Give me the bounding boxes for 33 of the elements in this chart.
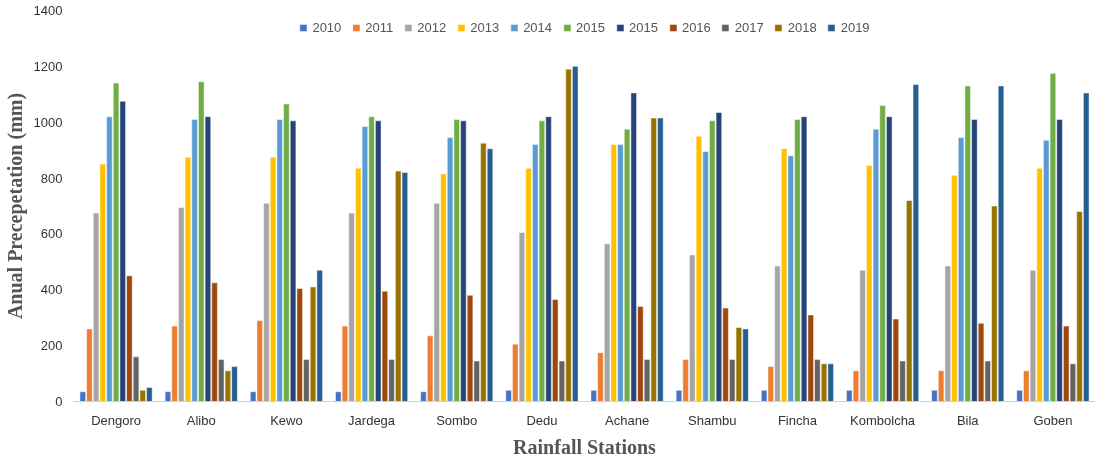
y-axis-title: Anual Precepetation (mm) <box>3 92 27 320</box>
x-tick-label: Kewo <box>270 412 303 428</box>
y-tick-label: 1000 <box>33 114 63 130</box>
x-tick-label: Dedu <box>526 412 558 428</box>
x-tick-label: Alibo <box>186 412 216 428</box>
y-tick-label: 400 <box>40 282 63 298</box>
y-tick-label: 200 <box>40 338 63 354</box>
legend-label: 2010 <box>312 20 342 35</box>
legend-label: 2014 <box>523 20 553 35</box>
legend-label: 2013 <box>470 20 500 35</box>
y-tick-label: 0 <box>55 394 63 409</box>
x-tick-label: Fincha <box>777 412 818 428</box>
x-tick-label: Jardega <box>348 412 396 428</box>
x-tick-label: Sombo <box>436 412 478 428</box>
y-tick-label: 1200 <box>33 58 63 74</box>
y-tick-label: 800 <box>40 170 63 186</box>
x-axis-title: Rainfall Stations <box>513 435 657 458</box>
legend-label: 2019 <box>840 20 870 35</box>
x-tick-label: Achane <box>605 412 650 428</box>
legend-label: 2018 <box>787 20 817 35</box>
x-tick-label: Shambu <box>688 412 737 428</box>
y-tick-label: 1400 <box>33 3 63 18</box>
x-tick-label: Bila <box>956 412 980 428</box>
x-tick-label: Goben <box>1033 412 1073 428</box>
legend-label: 2015 <box>628 20 658 35</box>
legend-label: 2015 <box>576 20 605 35</box>
legend-label: 2016 <box>681 20 711 35</box>
legend-label: 2012 <box>417 20 447 35</box>
legend-label: 2011 <box>365 20 394 35</box>
x-tick-label: Kombolcha <box>850 412 916 428</box>
x-tick-label: Dengoro <box>91 412 142 428</box>
legend-label: 2017 <box>734 20 764 35</box>
y-tick-label: 600 <box>40 226 63 242</box>
